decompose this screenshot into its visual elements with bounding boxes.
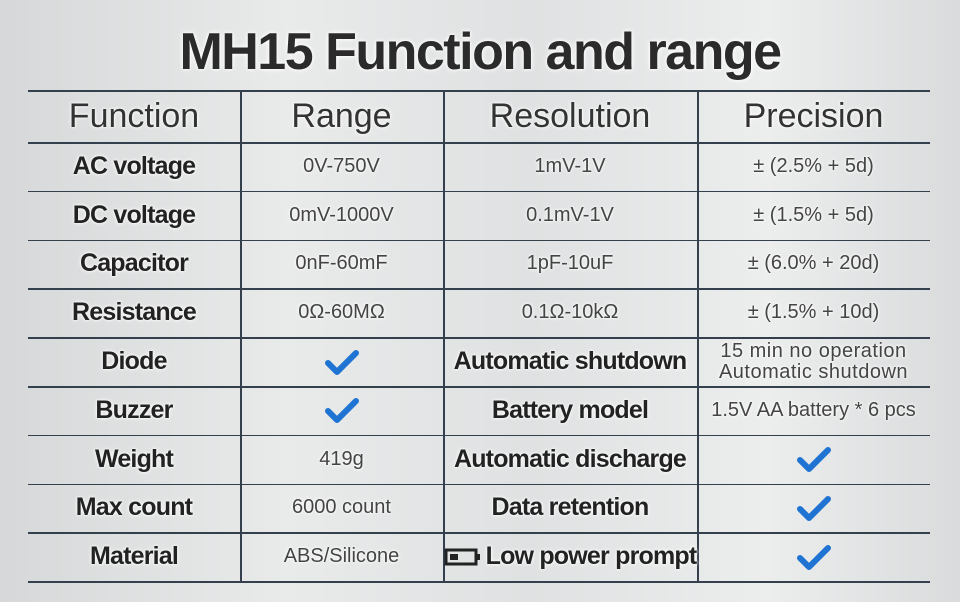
- table-cell: Buzzer: [95, 395, 173, 424]
- row-line: [28, 288, 930, 290]
- table-cell: Data retention: [491, 493, 650, 522]
- table-cell: 419g: [319, 447, 364, 470]
- table-cell: 0nF-60mF: [295, 252, 388, 275]
- column-header: Resolution: [489, 96, 651, 135]
- table-cell: 0Ω-60MΩ: [298, 301, 385, 324]
- table-cell: ± (6.0% + 20d): [747, 252, 880, 275]
- check-cell: [697, 532, 930, 581]
- row-line: [28, 386, 930, 388]
- check-cell: [240, 337, 443, 386]
- battery-icon: [444, 548, 480, 566]
- column-line: [443, 90, 445, 582]
- table-cell: 0V-750V: [303, 154, 380, 177]
- check-icon: [796, 495, 831, 521]
- table-cell: 1mV-1V: [534, 154, 606, 177]
- row-line: [28, 337, 930, 339]
- check-cell: [240, 386, 443, 435]
- table-cell: ± (2.5% + 5d): [753, 154, 874, 177]
- table-cell: DC voltage: [72, 200, 196, 229]
- column-header: Range: [291, 96, 392, 135]
- table-cell: 15 min no operation Automatic shutdown: [718, 339, 909, 383]
- table-cell: 0mV-1000V: [289, 203, 394, 226]
- check-cell: [697, 435, 930, 484]
- table-cell: ABS/Silicone: [283, 545, 400, 568]
- check-icon: [324, 349, 359, 375]
- table-cell: Low power prompt: [443, 532, 697, 581]
- column-line: [240, 90, 242, 582]
- title: MH15 Function and range: [179, 23, 782, 81]
- table-cell: ± (1.5% + 5d): [753, 203, 874, 226]
- table-cell: Capacitor: [79, 249, 189, 278]
- row-line: [28, 532, 930, 534]
- table-cell: Weight: [94, 444, 174, 473]
- table-cell: Automatic shutdown: [453, 347, 688, 376]
- column-line: [697, 90, 699, 582]
- row-line: [28, 90, 930, 92]
- table-cell: 0.1Ω-10kΩ: [521, 301, 619, 324]
- table-cell: Material: [89, 542, 179, 571]
- table-cell: AC voltage: [72, 151, 196, 180]
- check-cell: [697, 484, 930, 533]
- row-line: [28, 483, 930, 486]
- table-cell: 1pF-10uF: [526, 252, 614, 275]
- table-cell: Max count: [75, 493, 193, 522]
- table-cell: Battery model: [491, 395, 649, 424]
- row-line: [28, 239, 930, 242]
- row-line: [28, 142, 930, 144]
- table-cell: Automatic discharge: [453, 444, 687, 473]
- check-icon: [796, 544, 831, 570]
- table-cell: Diode: [101, 347, 167, 376]
- table-cell: ± (1.5% + 10d): [747, 301, 880, 324]
- column-header: Function: [68, 96, 200, 135]
- table-cell: 6000 count: [292, 496, 391, 519]
- table-cell: Resistance: [71, 298, 197, 327]
- row-line: [28, 190, 930, 193]
- row-line: [28, 581, 930, 583]
- cell-text: Low power prompt: [485, 542, 698, 571]
- table-cell: 1.5V AA battery * 6 pcs: [711, 398, 916, 421]
- row-line: [28, 434, 930, 437]
- table-cell: 0.1mV-1V: [526, 203, 614, 226]
- check-icon: [324, 398, 359, 424]
- check-icon: [796, 447, 831, 473]
- column-header: Precision: [743, 96, 884, 135]
